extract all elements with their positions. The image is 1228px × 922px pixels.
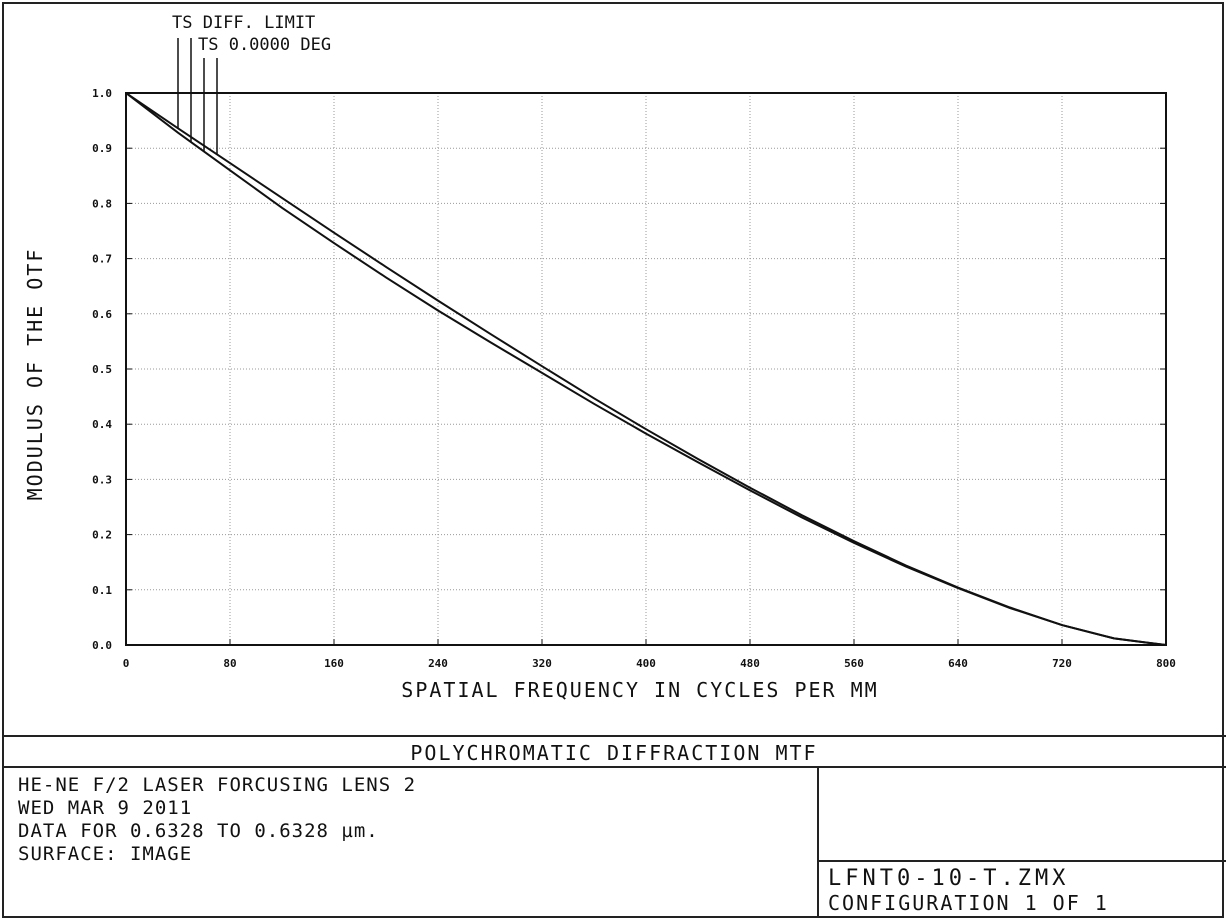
footer-configuration: CONFIGURATION 1 OF 1 [828, 891, 1109, 915]
chart-title: POLYCHROMATIC DIFFRACTION MTF [410, 741, 817, 765]
y-tick-label: 0.7 [92, 253, 112, 266]
x-tick-label: 800 [1156, 657, 1176, 670]
x-tick-label: 400 [636, 657, 656, 670]
y-tick-label: 1.0 [92, 87, 112, 100]
series-line-2 [125, 92, 1167, 646]
info-wavelength: DATA FOR 0.6328 TO 0.6328 µm. [18, 820, 379, 842]
x-tick-label: 480 [740, 657, 760, 670]
y-tick-label: 0.4 [92, 418, 112, 431]
x-tick-label: 640 [948, 657, 968, 670]
y-tick-label: 0.9 [92, 142, 112, 155]
x-tick-labels: 0 80 160 240 320 400 480 560 640 720 800 [123, 657, 1176, 670]
y-tick-label: 0.6 [92, 308, 112, 321]
y-tick-label: 0.8 [92, 197, 112, 210]
legend-label-diff-limit: TS DIFF. LIMIT [172, 13, 315, 33]
y-tick-label: 0.1 [92, 584, 112, 597]
x-tick-label: 320 [532, 657, 552, 670]
x-tick-label: 720 [1052, 657, 1072, 670]
chart-series [125, 92, 1167, 646]
chart-grid [125, 92, 1167, 646]
y-tick-label: 0.5 [92, 363, 112, 376]
info-surface: SURFACE: IMAGE [18, 843, 193, 865]
x-tick-label: 240 [428, 657, 448, 670]
footer-filename: LFNT0-10-T.ZMX [828, 866, 1070, 891]
plot-area-border [125, 92, 1167, 646]
x-tick-label: 0 [123, 657, 130, 670]
x-axis-label: SPATIAL FREQUENCY IN CYCLES PER MM [401, 678, 878, 702]
x-tick-label: 560 [844, 657, 864, 670]
y-tick-label: 0.0 [92, 639, 112, 652]
y-tick-label: 0.3 [92, 473, 112, 486]
legend-label-ts-deg: TS 0.0000 DEG [198, 35, 331, 55]
y-tick-labels: 0.0 0.1 0.2 0.3 0.4 0.5 0.6 0.7 0.8 0.9 1.0 [92, 87, 112, 652]
info-date: WED MAR 9 2011 [18, 797, 193, 819]
info-lens-name: HE-NE F/2 LASER FORCUSING LENS 2 [18, 774, 417, 796]
y-axis-label: MODULUS OF THE OTF [23, 248, 47, 501]
y-tick-label: 0.2 [92, 529, 112, 542]
x-tick-label: 80 [223, 657, 236, 670]
x-tick-label: 160 [324, 657, 344, 670]
